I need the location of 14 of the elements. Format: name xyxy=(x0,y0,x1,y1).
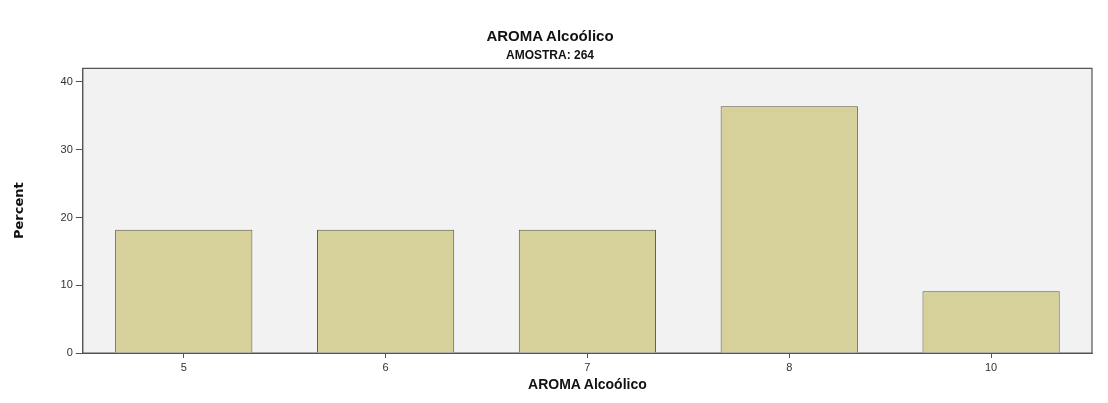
x-axis-title: AROMA Alcoólico xyxy=(528,376,647,393)
y-tick-label: 10 xyxy=(60,278,73,291)
x-tick-label: 8 xyxy=(786,360,793,373)
y-axis-title: Percent xyxy=(11,182,27,240)
x-tick-label: 6 xyxy=(382,360,389,373)
y-tick-label: 40 xyxy=(60,74,73,87)
y-tick-label: 30 xyxy=(60,142,73,155)
y-tick-label: 20 xyxy=(60,210,73,223)
chart-title: AROMA Alcoólico xyxy=(486,27,614,45)
x-tick-label: 7 xyxy=(584,360,591,373)
chart-subtitle: AMOSTRA: 264 xyxy=(505,47,595,62)
x-tick-label: 10 xyxy=(984,360,998,373)
y-tick-label: 0 xyxy=(66,346,73,359)
x-tick-label: 5 xyxy=(180,360,187,373)
